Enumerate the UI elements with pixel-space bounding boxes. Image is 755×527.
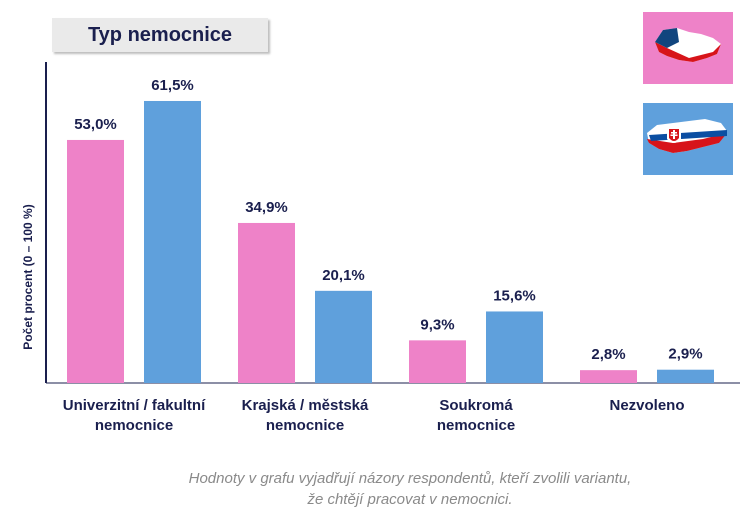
category-label-c2-l2: nemocnice [266,417,344,434]
value-label-s1-c1: 53,0% [74,116,117,133]
bar-s2-c3 [486,311,543,383]
legend-item-slovakia [643,103,733,175]
value-label-s2-c3: 15,6% [493,287,536,304]
category-labels-group: Univerzitní / fakultní nemocnice Krajská /… [63,397,685,434]
value-label-s1-c3: 9,3% [420,316,454,333]
footnote-line-1: Hodnoty v grafu vyjadřují názory respond… [188,470,632,487]
value-label-s1-c4: 2,8% [591,346,625,363]
value-label-s1-c2: 34,9% [245,199,288,216]
category-label-c1-l1: Univerzitní / fakultní [63,397,206,414]
czech-map-flag-icon [629,12,733,84]
bar-s1-c1 [67,139,124,383]
y-axis-label: Počet procent (0 – 100 %) [21,204,35,349]
bar-s1-c2 [238,222,295,383]
legend-item-czech [629,12,733,84]
category-label-c3-l1: Soukromá [439,397,513,414]
value-label-s2-c1: 61,5% [151,77,194,94]
chart-title-box: Typ nemocnice [52,18,268,52]
value-labels-group: 53,0% 61,5% 34,9% 20,1% 9,3% 15,6% 2,8% 2,9% [74,77,702,363]
category-label-c3-l2: nemocnice [437,417,515,434]
value-label-s2-c4: 2,9% [668,346,702,363]
slovak-map-flag-icon [643,103,733,175]
bar-s2-c4 [657,369,714,383]
footnote-line-2: že chtějí pracovat v nemocnici. [307,491,513,508]
category-label-c1-l2: nemocnice [95,417,173,434]
bar-s1-c3 [409,340,466,383]
bar-s2-c1 [144,100,201,383]
bar-s1-c4 [580,370,637,383]
chart-title: Typ nemocnice [87,24,233,46]
category-label-c4-l1: Nezvoleno [609,397,684,414]
value-label-s2-c2: 20,1% [322,267,365,284]
bars-group [67,100,714,383]
bar-s2-c2 [315,290,372,383]
category-label-c2-l1: Krajská / městská [242,397,369,414]
